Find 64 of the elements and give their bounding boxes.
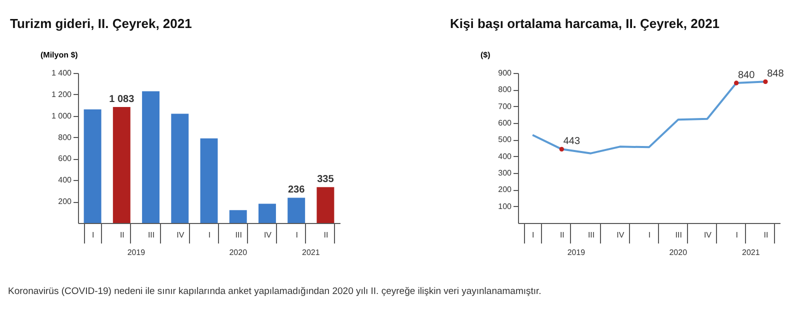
y-tick-label: 600	[498, 118, 512, 128]
x-tick-label: III	[588, 230, 595, 240]
y-axis-title: ($)	[480, 50, 491, 60]
data-label: 236	[288, 184, 306, 196]
text: 2021	[742, 248, 760, 257]
bar	[112, 106, 130, 223]
data-label: 848	[767, 68, 784, 80]
text: 2020	[669, 248, 688, 257]
chart-title: Turizm gideri, II. Çeyrek, 2021	[10, 16, 192, 31]
text: 2019	[567, 248, 586, 257]
x-tick-label: I	[532, 230, 534, 240]
line-series	[532, 80, 766, 154]
x-tick-label: I	[648, 230, 651, 240]
text: 2021	[302, 248, 320, 257]
bar	[200, 138, 218, 223]
data-label: 1 083	[109, 94, 135, 105]
x-tick-label: II	[324, 230, 328, 240]
x-tick-label: II	[560, 230, 564, 240]
text: 2020	[229, 248, 248, 257]
y-tick-label: 200	[498, 185, 512, 194]
bar	[258, 204, 276, 223]
y-tick-label: 1 400	[51, 68, 72, 78]
y-tick-label: 800	[58, 132, 72, 142]
bar	[229, 210, 247, 223]
chart-title: Kişi başı ortalama harcama, II. Çeyrek, 2021	[450, 16, 720, 31]
bar	[288, 198, 306, 223]
point	[734, 80, 739, 86]
bar	[142, 91, 160, 223]
y-tick-label: 900	[498, 68, 512, 78]
x-tick-label: IV	[176, 230, 185, 240]
y-tick-label: 100	[498, 202, 512, 211]
x-tick-label: I	[208, 230, 211, 240]
x-tick-label: II	[764, 230, 768, 240]
y-tick-label: 700	[498, 102, 512, 111]
y-tick-label: 1 200	[51, 90, 72, 99]
x-tick-label: I	[736, 230, 738, 240]
text: 2019	[127, 248, 146, 257]
y-tick-label: 300	[498, 168, 512, 178]
y-tick-label: 400	[498, 152, 512, 161]
x-tick-label: IV	[616, 230, 625, 240]
data-label: 443	[563, 136, 580, 148]
x-tick-label: IV	[264, 230, 272, 240]
point	[559, 146, 564, 152]
x-tick-label: IV	[704, 230, 712, 240]
text: Koronavirüs (COVID-19) nedeni ile sınır kapılarında anket yapılamadığından 2020 yılı II. çeyreğe ilişkin veri yayınlanamamıştır.	[8, 286, 542, 297]
bar	[171, 114, 189, 223]
y-tick-label: 500	[498, 135, 512, 144]
y-tick-label: 400	[58, 176, 72, 185]
y-tick-label: 200	[58, 197, 72, 206]
y-tick-label: 800	[498, 85, 512, 94]
x-tick-label: I	[92, 230, 94, 240]
data-label: 840	[738, 70, 756, 81]
x-tick-label: III	[148, 230, 155, 240]
x-tick-label: III	[675, 230, 682, 240]
bar	[316, 187, 334, 223]
bar	[84, 109, 102, 223]
x-tick-label: III	[235, 230, 242, 240]
point	[763, 79, 768, 84]
data-label: 335	[317, 174, 334, 186]
x-tick-label: II	[120, 230, 124, 240]
y-tick-label: 600	[58, 154, 72, 164]
y-tick-label: 1 000	[51, 111, 72, 120]
y-axis-title: (Milyon $)	[40, 50, 78, 60]
x-tick-label: I	[296, 230, 298, 240]
